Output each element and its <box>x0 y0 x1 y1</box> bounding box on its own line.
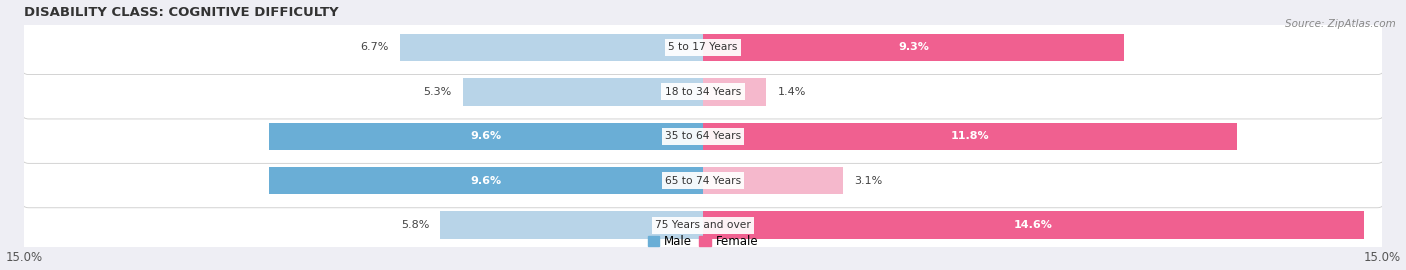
Bar <box>269 167 703 194</box>
Text: 11.8%: 11.8% <box>950 131 990 141</box>
FancyBboxPatch shape <box>22 21 1384 75</box>
Bar <box>703 123 1237 150</box>
Text: 75 Years and over: 75 Years and over <box>655 220 751 230</box>
Bar <box>440 211 703 239</box>
Text: 14.6%: 14.6% <box>1014 220 1053 230</box>
Text: 3.1%: 3.1% <box>855 176 883 186</box>
Bar <box>703 167 844 194</box>
Text: 5 to 17 Years: 5 to 17 Years <box>668 42 738 52</box>
Text: 5.3%: 5.3% <box>423 87 451 97</box>
Text: 35 to 64 Years: 35 to 64 Years <box>665 131 741 141</box>
Bar <box>703 78 766 106</box>
FancyBboxPatch shape <box>22 154 1384 208</box>
Text: Source: ZipAtlas.com: Source: ZipAtlas.com <box>1285 19 1396 29</box>
Text: 18 to 34 Years: 18 to 34 Years <box>665 87 741 97</box>
Text: 65 to 74 Years: 65 to 74 Years <box>665 176 741 186</box>
Text: DISABILITY CLASS: COGNITIVE DIFFICULTY: DISABILITY CLASS: COGNITIVE DIFFICULTY <box>24 6 339 19</box>
FancyBboxPatch shape <box>22 109 1384 163</box>
FancyBboxPatch shape <box>22 198 1384 252</box>
Text: 5.8%: 5.8% <box>401 220 429 230</box>
Bar <box>463 78 703 106</box>
Text: 9.3%: 9.3% <box>898 42 929 52</box>
FancyBboxPatch shape <box>22 65 1384 119</box>
Text: 9.6%: 9.6% <box>470 131 502 141</box>
Text: 9.6%: 9.6% <box>470 176 502 186</box>
Bar <box>703 34 1123 61</box>
Text: 6.7%: 6.7% <box>360 42 388 52</box>
Text: 1.4%: 1.4% <box>778 87 806 97</box>
Bar <box>269 123 703 150</box>
Legend: Male, Female: Male, Female <box>643 230 763 252</box>
Bar <box>399 34 703 61</box>
Bar <box>703 211 1364 239</box>
